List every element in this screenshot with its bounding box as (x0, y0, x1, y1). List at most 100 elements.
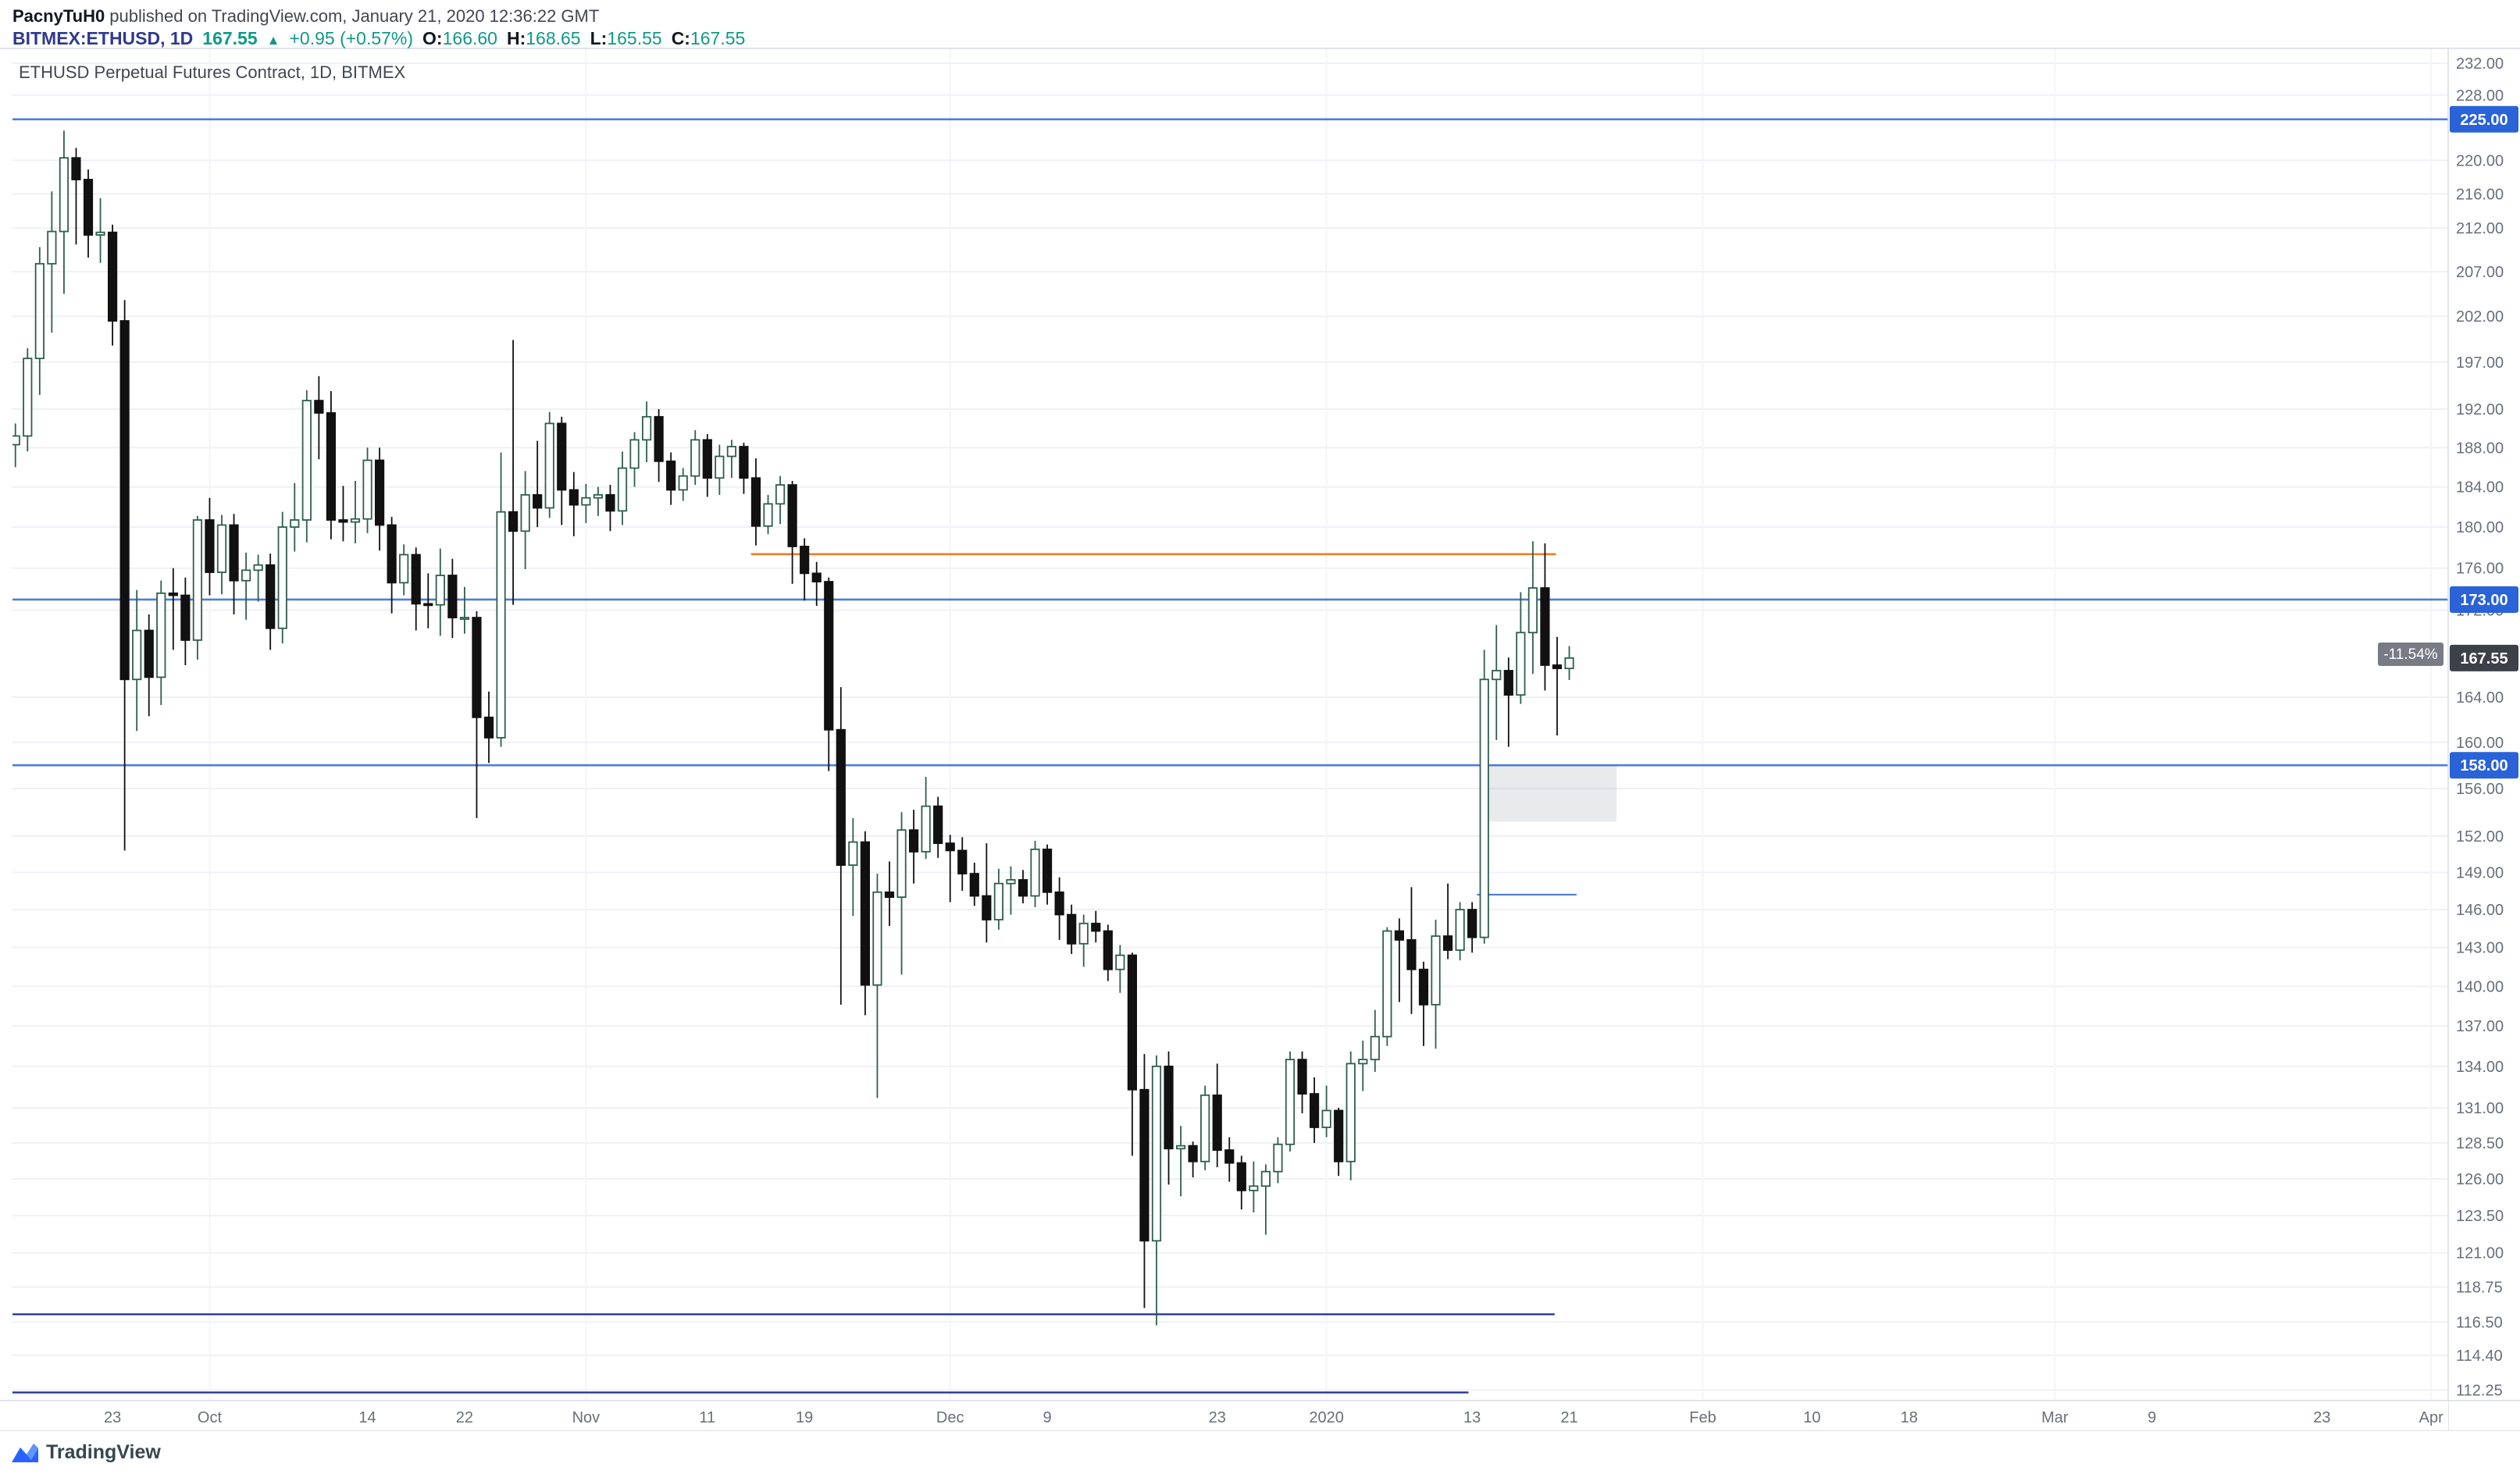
price-axis-label: 121.00 (2456, 1245, 2504, 1262)
candle-body (192, 519, 203, 641)
candle-body (1334, 1109, 1344, 1162)
price-axis-label: 212.00 (2456, 220, 2504, 237)
price-badge-label: 225.00 (2460, 112, 2508, 129)
current-price-badge[interactable] (2450, 644, 2518, 671)
time-axis-label: Feb (1689, 1409, 1716, 1426)
ohlc-open: O:166.60 (422, 28, 497, 48)
candle-body (945, 842, 955, 852)
candle-body (107, 231, 118, 322)
candle-body (34, 262, 45, 360)
candle-body (739, 446, 749, 479)
price-axis-label: 152.00 (2456, 828, 2504, 846)
candle-body (1249, 1185, 1259, 1191)
candle-body (1552, 664, 1563, 670)
candle-body (775, 484, 786, 505)
price-axis-label: 131.00 (2456, 1100, 2504, 1117)
range-percent-label: -11.54% (2383, 646, 2437, 663)
candle-body (472, 617, 482, 718)
price-axis-label: 197.00 (2456, 354, 2504, 372)
tradingview-logo-icon[interactable] (11, 1442, 39, 1464)
candle-body (1067, 913, 1077, 945)
price-axis-label: 134.00 (2456, 1059, 2504, 1076)
candle-body (969, 873, 979, 897)
candle-body (1309, 1093, 1320, 1128)
candle-body (666, 460, 676, 491)
candle-body (1406, 939, 1417, 970)
candle-body (715, 455, 725, 479)
candle-body (1418, 968, 1429, 1006)
price-axis-label: 192.00 (2456, 401, 2504, 418)
byline-text: published on TradingView.com, January 21… (105, 6, 600, 26)
candle-body (1164, 1065, 1174, 1150)
candle-body (253, 564, 263, 571)
candle-body (763, 503, 773, 527)
candle-body (1054, 891, 1064, 916)
price-axis-label: 156.00 (2456, 781, 2504, 798)
candle-body (800, 546, 810, 575)
price-axis-label: 220.00 (2456, 152, 2504, 169)
candle-body (326, 412, 337, 521)
candle-body (1175, 1145, 1186, 1150)
candle-body (1516, 632, 1526, 696)
candle-body (533, 493, 543, 509)
price-badge-173.00[interactable] (2450, 586, 2518, 613)
candle-body (168, 592, 178, 596)
candle-body (1321, 1109, 1331, 1128)
candle-body (750, 477, 761, 527)
candle-body (1236, 1162, 1246, 1191)
time-axis-label: 22 (456, 1409, 473, 1426)
footer-bar: TradingView (0, 1430, 2520, 1474)
time-axis-label: Nov (572, 1409, 601, 1426)
candle-body (205, 519, 215, 573)
highlight-zone-box[interactable] (1486, 765, 1617, 822)
byline-user[interactable]: PacnyTuH0 (12, 6, 105, 26)
candle-body (848, 841, 858, 866)
price-axis-label: 184.00 (2456, 479, 2504, 497)
price-axis-label: 202.00 (2456, 308, 2504, 326)
candle-body (23, 358, 33, 437)
candle-body (1297, 1059, 1307, 1095)
candle-body (811, 572, 822, 582)
candle-body (1151, 1065, 1162, 1242)
price-axis-label: 126.00 (2456, 1171, 2504, 1188)
price-axis-label: 160.00 (2456, 735, 2504, 752)
candle-body (1455, 909, 1465, 951)
candle-body (520, 493, 530, 532)
price-axis-label: 114.40 (2456, 1348, 2503, 1365)
price-axis-label: 188.00 (2456, 440, 2504, 457)
header-last-price: 167.55 (202, 28, 258, 48)
candle-body (496, 511, 506, 739)
price-axis[interactable] (2449, 48, 2520, 1430)
tradingview-brand[interactable]: TradingView (46, 1441, 161, 1463)
candle-body (605, 493, 615, 512)
candle-body (836, 728, 846, 866)
candle-body (544, 422, 554, 509)
price-axis-label: 116.50 (2456, 1314, 2503, 1331)
candle-body (277, 526, 287, 629)
candle-body (83, 179, 94, 236)
symbol-name[interactable]: BITMEX:ETHUSD, 1D (12, 28, 194, 48)
candle-body (119, 320, 130, 681)
candle-body (12, 435, 20, 446)
candle-body (908, 829, 919, 853)
price-axis-label: 216.00 (2456, 186, 2504, 203)
candle-body (216, 524, 227, 573)
price-badge-158.00[interactable] (2450, 752, 2518, 779)
price-chart-canvas[interactable]: 232.00 228.00 220.00 216.00 212.00 207.00 202.… (0, 0, 2520, 1430)
price-badge-225.00[interactable] (2450, 105, 2518, 133)
candle-body (884, 891, 895, 899)
candle-body (290, 519, 300, 528)
time-axis[interactable] (0, 1401, 2448, 1430)
time-axis-label: Oct (198, 1409, 223, 1426)
candle-body (1492, 670, 1502, 681)
candle-body (229, 524, 239, 582)
candle-body (362, 459, 372, 520)
candle-body (1188, 1145, 1198, 1162)
candle-body (1503, 670, 1513, 696)
time-axis-label: 2020 (1309, 1409, 1344, 1426)
ohlc-high: H:168.65 (506, 28, 581, 48)
candle-body (423, 603, 433, 607)
range-percent-badge[interactable] (2378, 642, 2443, 666)
candles (12, 130, 1574, 1326)
